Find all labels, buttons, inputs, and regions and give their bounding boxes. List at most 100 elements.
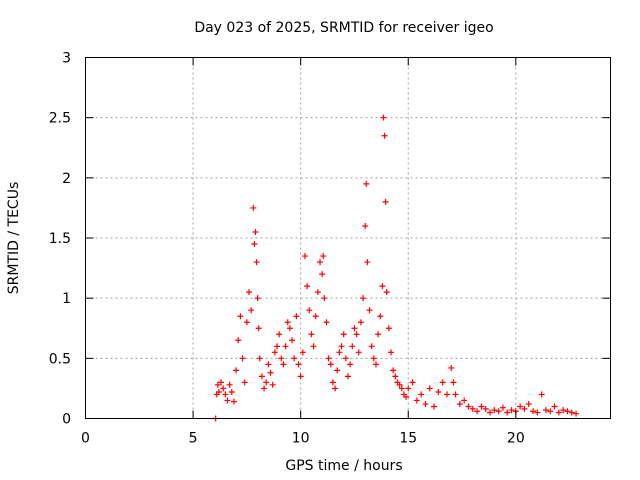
- x-tick-label: 20: [507, 431, 525, 447]
- data-point: [321, 295, 328, 302]
- data-point: [291, 355, 298, 362]
- data-point: [320, 253, 327, 260]
- data-point: [396, 381, 403, 388]
- data-point: [499, 404, 506, 411]
- data-point: [495, 408, 502, 415]
- data-point: [530, 408, 537, 415]
- data-point: [360, 295, 367, 302]
- data-point: [252, 228, 259, 235]
- data-point: [347, 361, 354, 368]
- data-point: [289, 337, 296, 344]
- data-point: [241, 379, 248, 386]
- data-point: [370, 355, 377, 362]
- data-point: [336, 349, 343, 356]
- data-point: [538, 391, 545, 398]
- y-tick-label: 1.5: [49, 231, 71, 247]
- data-point: [269, 381, 276, 388]
- axis-ticks: [85, 57, 611, 419]
- x-tick-label: 10: [292, 431, 310, 447]
- x-tick-label: 0: [81, 431, 90, 447]
- data-point: [487, 409, 494, 416]
- x-tick-label: 15: [399, 431, 417, 447]
- data-point: [504, 409, 511, 416]
- data-point: [271, 349, 278, 356]
- data-point: [443, 391, 450, 398]
- data-point: [263, 379, 270, 386]
- data-point: [345, 373, 351, 380]
- data-point: [251, 241, 258, 248]
- data-point: [293, 313, 300, 320]
- data-point: [461, 397, 468, 404]
- y-axis-label: SRMTID / TECUs: [6, 182, 22, 295]
- data-point: [380, 114, 387, 121]
- data-point: [323, 319, 330, 326]
- data-point: [237, 313, 244, 320]
- data-point: [366, 307, 373, 314]
- data-point: [375, 331, 382, 338]
- data-point: [392, 373, 399, 380]
- data-point: [239, 355, 246, 362]
- y-tick-label: 2.5: [49, 111, 71, 127]
- data-point: [403, 393, 410, 400]
- data-point: [372, 361, 379, 368]
- data-point: [297, 373, 304, 380]
- data-point: [448, 364, 455, 371]
- data-point: [351, 325, 358, 332]
- data-point: [255, 325, 262, 332]
- data-point: [308, 331, 315, 338]
- data-point: [469, 405, 476, 412]
- data-point: [362, 222, 369, 229]
- data-point: [317, 259, 324, 266]
- data-point: [560, 407, 567, 414]
- data-point: [405, 385, 412, 392]
- data-point: [253, 259, 260, 266]
- data-point: [226, 381, 233, 388]
- data-point: [517, 403, 524, 410]
- data-point: [439, 379, 446, 386]
- data-point: [478, 403, 485, 410]
- data-point: [295, 361, 302, 368]
- x-tick-labels: 0 5 10 15 20: [81, 431, 525, 447]
- data-point: [273, 343, 280, 350]
- data-point: [542, 407, 549, 414]
- data-point: [286, 325, 293, 332]
- data-point: [235, 337, 242, 344]
- data-point: [261, 385, 268, 392]
- data-point: [573, 410, 580, 417]
- data-point: [418, 391, 425, 398]
- data-point: [228, 389, 235, 396]
- data-point: [377, 313, 384, 320]
- data-point: [491, 407, 498, 414]
- data-point: [390, 367, 397, 374]
- data-point: [222, 391, 229, 398]
- data-point: [388, 349, 395, 356]
- data-point: [310, 343, 317, 350]
- data-point: [413, 397, 420, 404]
- grid-layer: [85, 57, 611, 419]
- data-point: [338, 343, 345, 350]
- data-point: [450, 379, 457, 386]
- data-point: [248, 307, 255, 314]
- data-point: [334, 367, 341, 374]
- x-axis-label: GPS time / hours: [285, 458, 402, 474]
- y-tick-label: 0.5: [49, 351, 71, 367]
- data-point: [381, 132, 388, 139]
- data-point: [551, 403, 558, 410]
- data-point: [312, 313, 319, 320]
- x-tick-label: 5: [189, 431, 198, 447]
- data-point: [426, 385, 433, 392]
- data-point: [250, 204, 257, 211]
- data-point: [282, 343, 289, 350]
- data-point: [314, 289, 321, 296]
- data-point: [474, 408, 481, 415]
- data-point: [508, 407, 515, 414]
- data-point: [306, 307, 313, 314]
- data-point: [363, 180, 370, 187]
- data-point: [382, 198, 389, 205]
- data-point: [214, 381, 221, 388]
- y-tick-label: 0: [62, 412, 71, 428]
- chart-title: Day 023 of 2025, SRMTID for receiver ige…: [194, 20, 493, 36]
- data-point: [304, 283, 311, 290]
- data-point: [329, 379, 336, 386]
- data-point: [256, 355, 263, 362]
